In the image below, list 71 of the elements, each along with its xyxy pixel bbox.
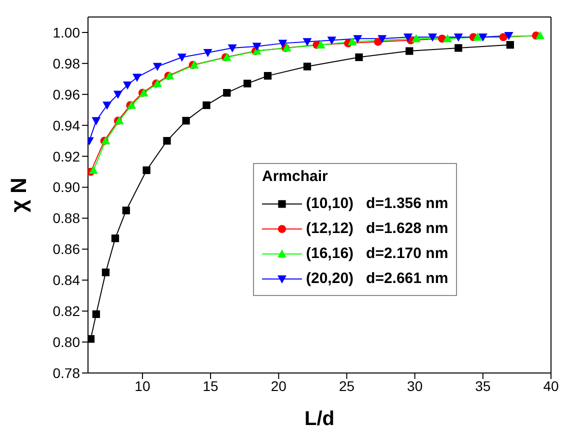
y-tick-label: 1.00 — [52, 24, 80, 40]
point — [478, 34, 488, 42]
point — [278, 40, 288, 48]
point — [202, 101, 210, 110]
x-tick-label: 40 — [543, 378, 559, 394]
y-tick-label: 0.94 — [52, 117, 80, 134]
point — [412, 34, 421, 42]
point — [223, 89, 231, 97]
x-tick-label: 15 — [202, 378, 219, 394]
y-tick-label: 0.98 — [52, 55, 80, 72]
legend-label: (10,10) d=1.356 nm — [306, 195, 448, 212]
point — [88, 166, 98, 174]
point — [316, 40, 326, 48]
point — [303, 62, 312, 70]
point — [92, 310, 100, 318]
x-tick-label: 25 — [338, 378, 355, 394]
point — [506, 41, 514, 49]
point — [152, 62, 162, 72]
point — [353, 35, 362, 44]
y-tick-label: 0.80 — [52, 334, 80, 350]
point — [348, 37, 357, 46]
point — [177, 54, 186, 62]
x-tick-label: 35 — [475, 378, 491, 394]
point — [504, 32, 514, 40]
point — [302, 38, 312, 46]
point — [102, 102, 112, 110]
point — [132, 74, 142, 82]
y-tick-label: 0.86 — [52, 241, 80, 258]
point — [92, 117, 101, 126]
point — [264, 72, 272, 80]
point — [244, 80, 252, 88]
y-tick-label: 0.92 — [52, 148, 80, 164]
y-tick-label: 0.82 — [52, 303, 80, 320]
legend-label: (16,16) d=2.170 nm — [306, 245, 448, 262]
y-tick-label: 0.90 — [52, 179, 80, 196]
point — [327, 36, 336, 45]
y-axis-title: χ N — [6, 178, 31, 212]
x-axis-title: L/d — [304, 408, 334, 430]
x-tick-label: 30 — [407, 378, 423, 394]
y-tick-label: 0.84 — [52, 272, 80, 288]
x-tick-label: 10 — [134, 378, 150, 394]
point — [252, 42, 262, 51]
point — [499, 33, 508, 42]
point — [454, 34, 463, 42]
y-tick-label: 0.96 — [52, 86, 80, 102]
y-tick-label: 0.88 — [52, 210, 80, 226]
point — [472, 32, 482, 41]
point — [355, 53, 363, 62]
legend-label: (12,12) d=1.628 nm — [306, 220, 448, 237]
x-tick-label: 20 — [270, 378, 287, 394]
point — [102, 268, 110, 276]
point — [182, 116, 190, 125]
point — [454, 44, 462, 52]
y-tick-label: 0.78 — [52, 364, 80, 381]
legend-label: (20,20) d=2.661 nm — [306, 270, 448, 287]
point — [122, 206, 130, 214]
point — [113, 90, 122, 99]
point — [203, 49, 212, 58]
point — [88, 335, 95, 343]
point — [406, 47, 414, 55]
point — [228, 44, 237, 52]
point — [378, 35, 387, 44]
point — [404, 34, 413, 42]
point — [536, 31, 545, 40]
legend-title: Armchair — [262, 168, 329, 185]
point — [443, 34, 452, 42]
point — [163, 137, 171, 145]
point — [122, 82, 132, 90]
point — [142, 166, 150, 174]
point — [111, 234, 120, 242]
point — [428, 34, 438, 42]
